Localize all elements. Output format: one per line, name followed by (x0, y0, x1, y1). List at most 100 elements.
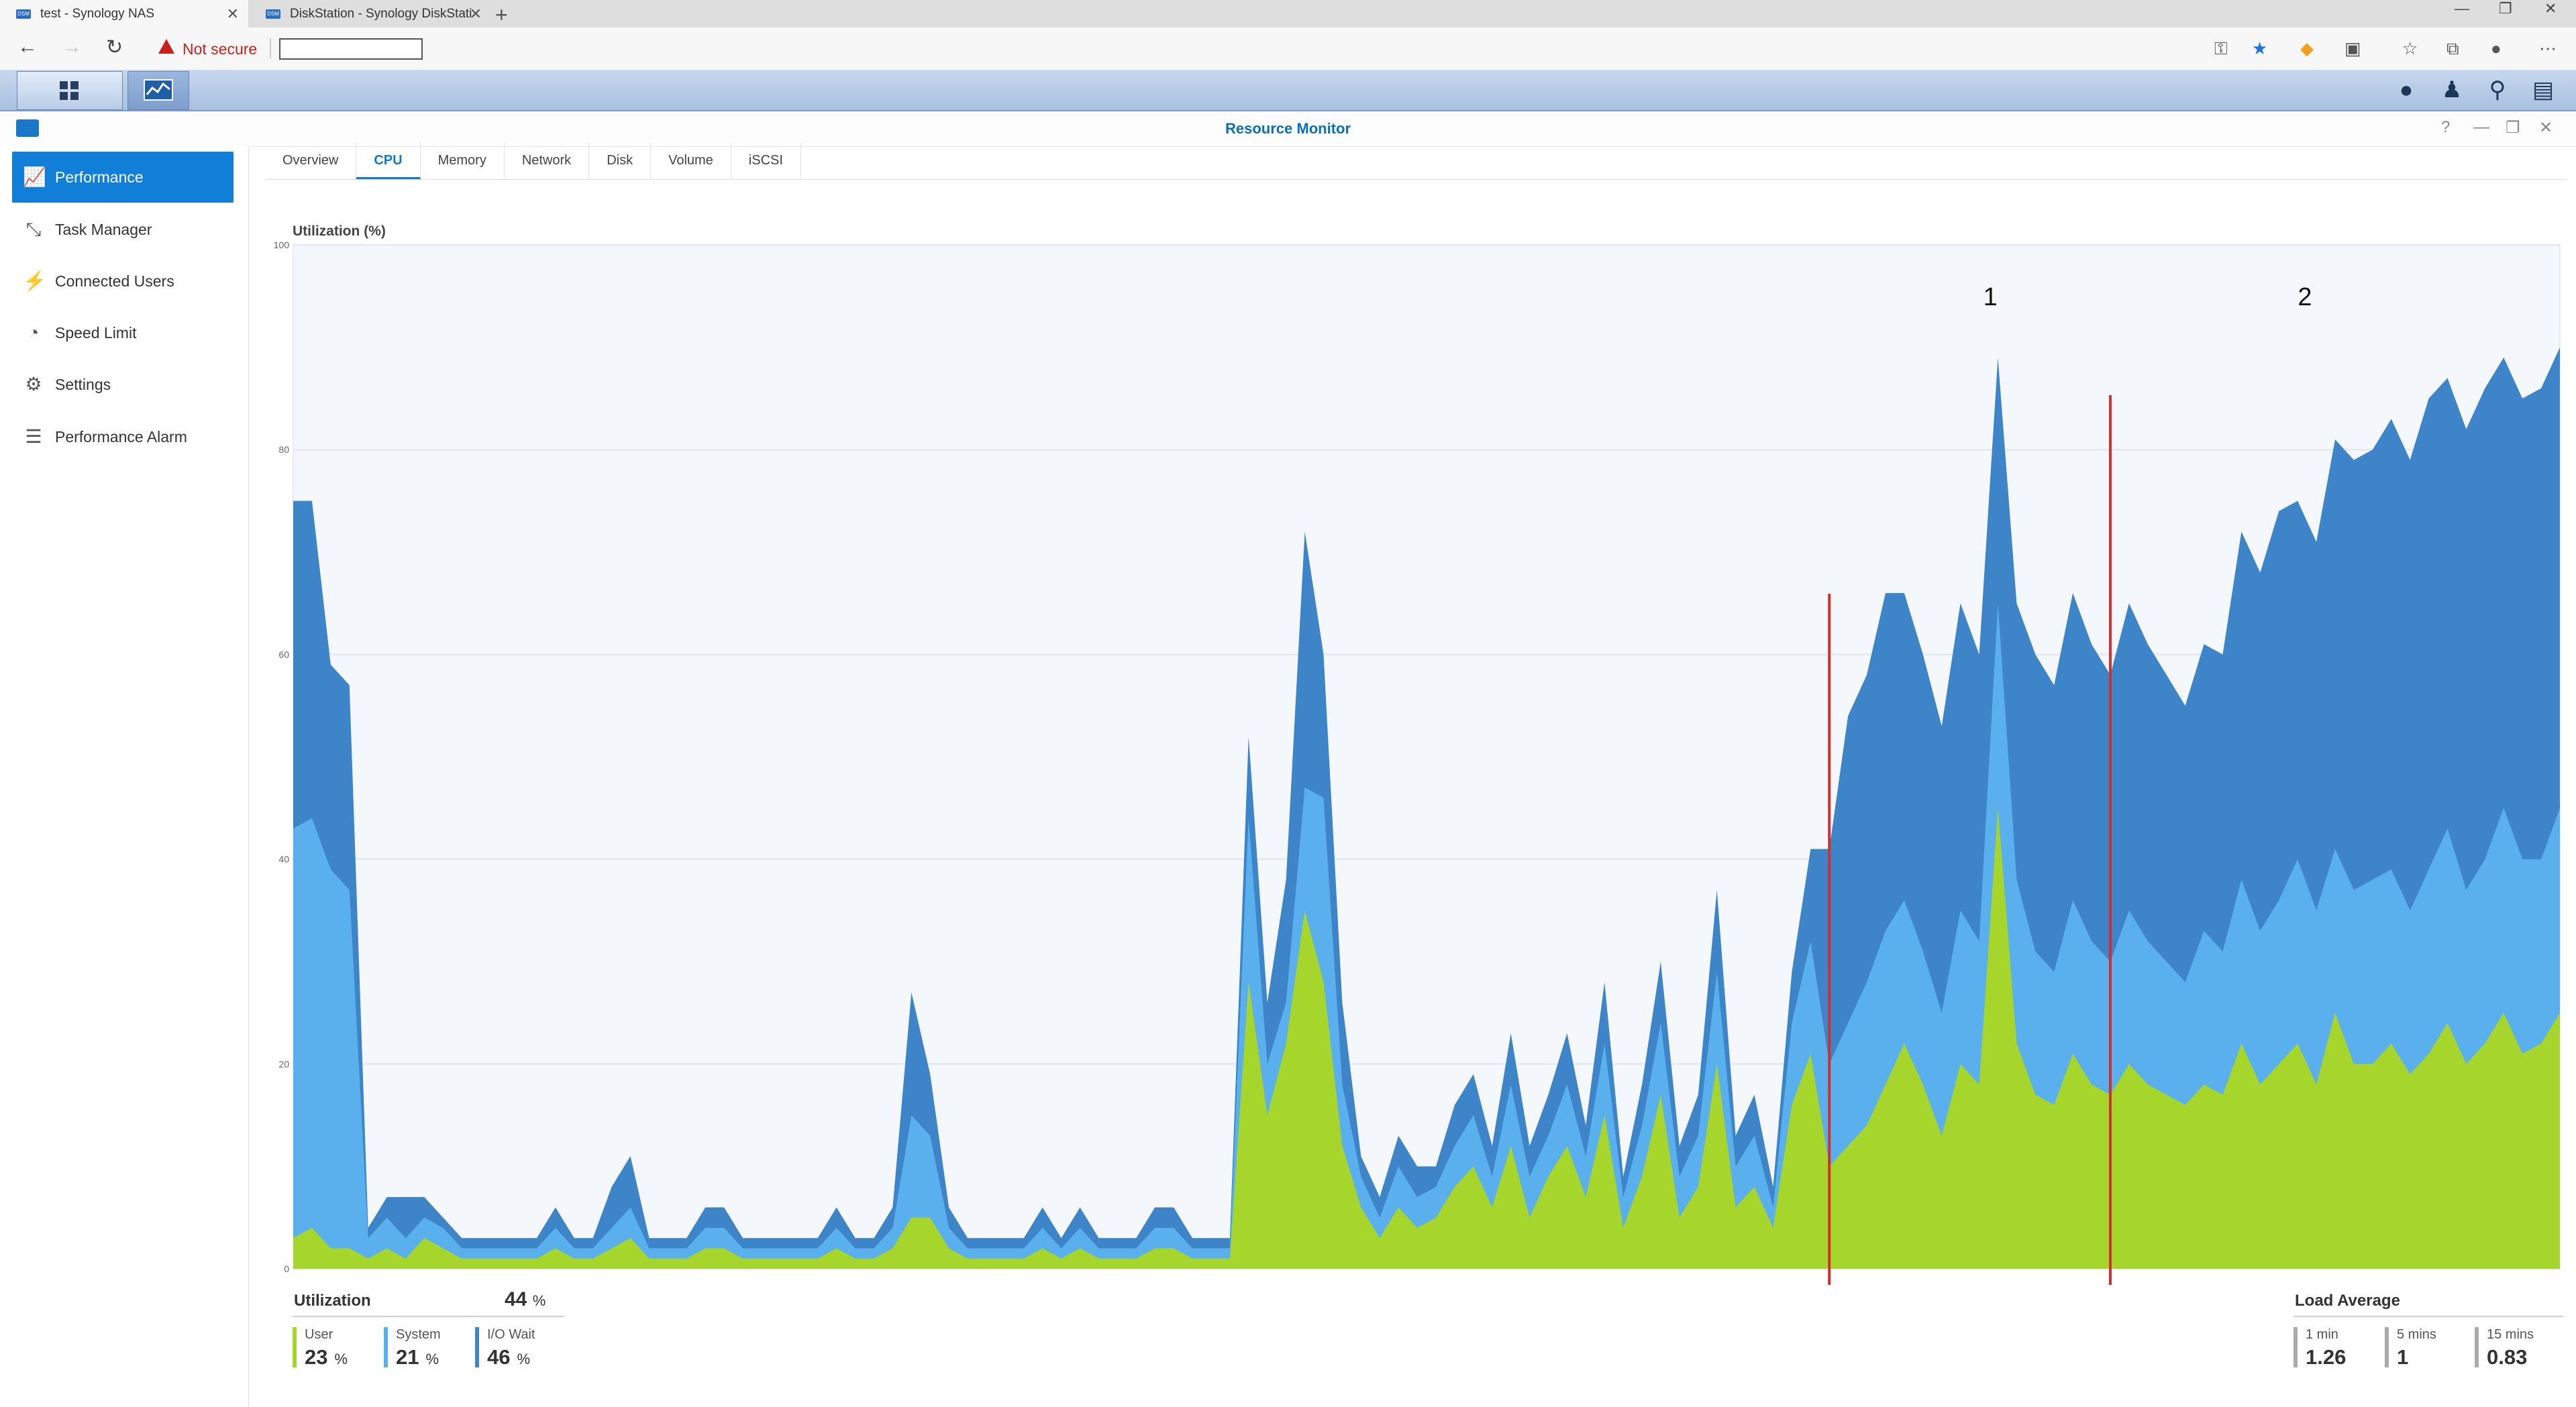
tab-iscsi[interactable]: iSCSI (731, 142, 801, 179)
task-manager-icon: ⤡ (25, 219, 42, 240)
close-window-icon[interactable]: ✕ (2544, 0, 2557, 17)
sidebar-item-performance[interactable]: 📈 Performance (12, 152, 234, 203)
sidebar-item-speed-limit[interactable]: ◔ Speed Limit (12, 307, 234, 358)
cpu-utilization-chart: 0 20 40 60 80 100 1 2 (274, 240, 2561, 1285)
utilization-total-value: 44 (505, 1288, 527, 1310)
system-stat: System 21% (384, 1327, 441, 1369)
main-menu-button[interactable] (17, 71, 123, 110)
y-tick-label: 0 (284, 1263, 289, 1274)
stat-unit: % (334, 1351, 348, 1367)
stat-unit: % (517, 1351, 531, 1367)
synology-icon: DSM (16, 9, 31, 19)
user-stat: User 23% (293, 1327, 348, 1369)
load-average-title: Load Average (2295, 1292, 2400, 1310)
utilization-total-unit: % (532, 1292, 546, 1309)
utilization-title: Utilization (294, 1292, 371, 1310)
series-area-user (293, 808, 2560, 1269)
browser-tab-active[interactable]: DSM test - Synology NAS ✕ (0, 0, 248, 28)
list-icon: ☰ (25, 426, 42, 447)
forward-icon[interactable]: → (62, 36, 82, 58)
user-icon[interactable]: ♟ (2441, 77, 2463, 103)
resource-monitor-taskbar-button[interactable] (127, 71, 189, 110)
load-5min-stat: 5 mins 1 (2385, 1327, 2436, 1369)
load-15min-stat: 15 mins 0.83 (2475, 1327, 2534, 1369)
sidebar: 📈 Performance ⤡ Task Manager ⚡ Connected… (0, 146, 249, 1407)
stat-label: I/O Wait (487, 1327, 535, 1342)
sidebar-item-label: Task Manager (55, 220, 152, 238)
stat-label: 5 mins (2397, 1327, 2436, 1342)
stat-label: User (305, 1327, 333, 1342)
address-bar: ← → ↻ Not secure ⚿ ★ ◆ ▣ ☆ ⧉ ● ⋯ (0, 28, 2576, 70)
stat-label: 1 min (2306, 1327, 2338, 1342)
tab-title: test - Synology NAS (40, 6, 155, 21)
sidebar-item-label: Connected Users (55, 272, 174, 290)
sidebar-item-connected-users[interactable]: ⚡ Connected Users (12, 256, 234, 307)
tab-memory[interactable]: Memory (421, 142, 505, 179)
security-indicator[interactable]: Not secure (183, 40, 258, 58)
io-wait-stat: I/O Wait 46% (475, 1327, 535, 1369)
annotation-label: 1 (1983, 283, 1998, 311)
resource-tabs: Overview CPU Memory Network Disk Volume … (265, 142, 2567, 180)
maximize-icon[interactable]: ❐ (2506, 119, 2520, 137)
sidebar-item-label: Performance (55, 168, 144, 186)
tab-network[interactable]: Network (505, 142, 590, 179)
id-extension-icon[interactable]: ▣ (2345, 38, 2361, 58)
stat-value: 46 (487, 1345, 511, 1369)
dsm-taskbar: ● ♟ ⚲ ▤ (0, 70, 2576, 111)
load-1min-stat: 1 min 1.26 (2294, 1327, 2347, 1369)
speedometer-icon: ◔ (28, 322, 40, 343)
close-tab-icon[interactable]: ✕ (226, 5, 239, 22)
sidebar-item-performance-alarm[interactable]: ☰ Performance Alarm (12, 411, 234, 462)
chat-icon[interactable]: ● (2399, 77, 2414, 103)
browser-tab-bar: DSM test - Synology NAS ✕ DSM DiskStatio… (0, 0, 2576, 28)
sidebar-item-label: Speed Limit (55, 323, 137, 342)
close-icon[interactable]: ✕ (2539, 119, 2553, 137)
back-icon[interactable]: ← (17, 36, 38, 58)
stat-value: 21 (396, 1345, 419, 1369)
profile-icon[interactable]: ● (2491, 38, 2502, 58)
help-icon[interactable]: ? (2441, 118, 2451, 136)
collections-icon[interactable]: ⧉ (2446, 38, 2459, 58)
tab-disk[interactable]: Disk (589, 142, 652, 179)
widgets-icon[interactable]: ▤ (2532, 77, 2555, 103)
chart-title: Utilization (%) (293, 223, 386, 239)
performance-icon: 📈 (23, 166, 46, 187)
y-tick-label: 20 (278, 1059, 289, 1070)
tab-overview[interactable]: Overview (265, 142, 357, 179)
window-title: Resource Monitor (1225, 120, 1351, 137)
search-icon[interactable]: ⚲ (2489, 77, 2506, 103)
y-tick-label: 60 (278, 649, 289, 660)
reload-icon[interactable]: ↻ (106, 36, 123, 58)
stat-value: 0.83 (2487, 1345, 2528, 1369)
favorites-icon[interactable]: ☆ (2402, 38, 2418, 58)
stat-value: 23 (305, 1345, 328, 1369)
divider (2294, 1316, 2563, 1317)
y-tick-label: 40 (278, 854, 289, 865)
stat-value: 1 (2397, 1345, 2409, 1369)
browser-tab[interactable]: DSM DiskStation - Synology DiskStati ✕ (250, 0, 491, 28)
tab-volume[interactable]: Volume (651, 142, 731, 179)
window-title-bar: Resource Monitor ? — ❐ ✕ (0, 111, 2576, 147)
extension-icon[interactable]: ◆ (2300, 38, 2314, 58)
restore-window-icon[interactable]: ❐ (2499, 0, 2512, 17)
divider (270, 38, 271, 58)
more-icon[interactable]: ⋯ (2539, 38, 2557, 58)
tab-title: DiskStation - Synology DiskStati (290, 6, 472, 21)
key-icon[interactable]: ⚿ (2214, 38, 2228, 58)
stat-value: 1.26 (2306, 1345, 2347, 1369)
minimize-icon[interactable]: — (2473, 118, 2489, 136)
minimize-window-icon[interactable]: — (2455, 0, 2469, 17)
sidebar-item-task-manager[interactable]: ⤡ Task Manager (12, 204, 234, 255)
divider (293, 1316, 564, 1317)
new-tab-icon[interactable]: + (495, 3, 508, 27)
gear-icon: ⚙ (25, 374, 42, 395)
sidebar-item-label: Settings (55, 375, 111, 393)
tab-cpu[interactable]: CPU (356, 142, 421, 179)
resource-monitor-icon (16, 119, 39, 137)
url-field[interactable] (279, 38, 423, 60)
sidebar-item-label: Performance Alarm (55, 427, 187, 446)
close-tab-icon[interactable]: ✕ (469, 5, 482, 22)
star-icon[interactable]: ★ (2252, 38, 2268, 58)
plug-icon: ⚡ (23, 270, 46, 291)
sidebar-item-settings[interactable]: ⚙ Settings (12, 359, 234, 410)
